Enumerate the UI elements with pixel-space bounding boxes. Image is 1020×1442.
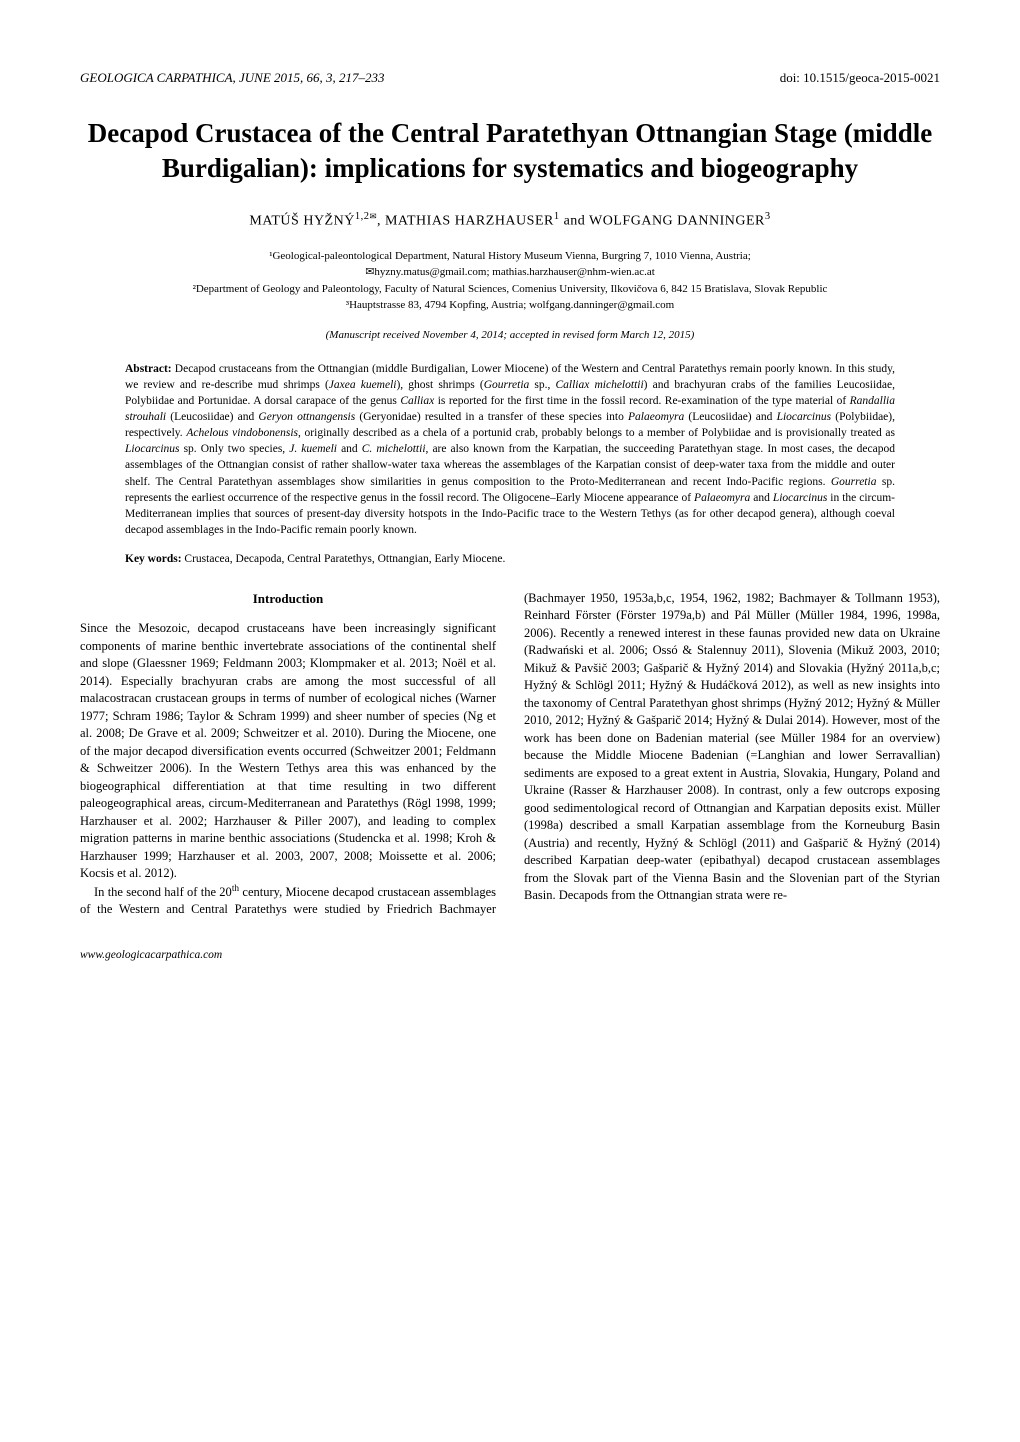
manuscript-dates: (Manuscript received November 4, 2014; a…	[80, 329, 940, 341]
abstract-label: Abstract:	[125, 363, 172, 375]
intro-paragraph-1: Since the Mesozoic, decapod crustaceans …	[80, 620, 496, 883]
affiliation-3: ³Hauptstrasse 83, 4794 Kopfing, Austria;…	[80, 297, 940, 314]
keywords-block: Key words: Crustacea, Decapoda, Central …	[125, 553, 895, 565]
affiliations-block: ¹Geological-paleontological Department, …	[80, 248, 940, 314]
body-columns: Introduction Since the Mesozoic, decapod…	[80, 590, 940, 919]
affiliation-1: ¹Geological-paleontological Department, …	[80, 248, 940, 265]
footer-url: www.geologicacarpathica.com	[80, 949, 940, 961]
authors-line: MATÚŠ HYŽNÝ1,2✉, MATHIAS HARZHAUSER1 and…	[80, 211, 940, 230]
corresponding-emails: ✉hyzny.matus@gmail.com; mathias.harzhaus…	[80, 264, 940, 281]
article-title: Decapod Crustacea of the Central Paratet…	[80, 116, 940, 186]
running-header: GEOLOGICA CARPATHICA, JUNE 2015, 66, 3, …	[80, 70, 940, 86]
keywords-text: Crustacea, Decapoda, Central Paratethys,…	[184, 553, 505, 565]
doi: doi: 10.1515/geoca-2015-0021	[780, 70, 940, 86]
introduction-heading: Introduction	[80, 590, 496, 608]
abstract-text: Decapod crustaceans from the Ottnangian …	[125, 363, 895, 536]
affiliation-2: ²Department of Geology and Paleontology,…	[80, 281, 940, 298]
journal-info: GEOLOGICA CARPATHICA, JUNE 2015, 66, 3, …	[80, 70, 385, 86]
keywords-label: Key words:	[125, 553, 182, 565]
abstract-block: Abstract: Decapod crustaceans from the O…	[125, 361, 895, 538]
